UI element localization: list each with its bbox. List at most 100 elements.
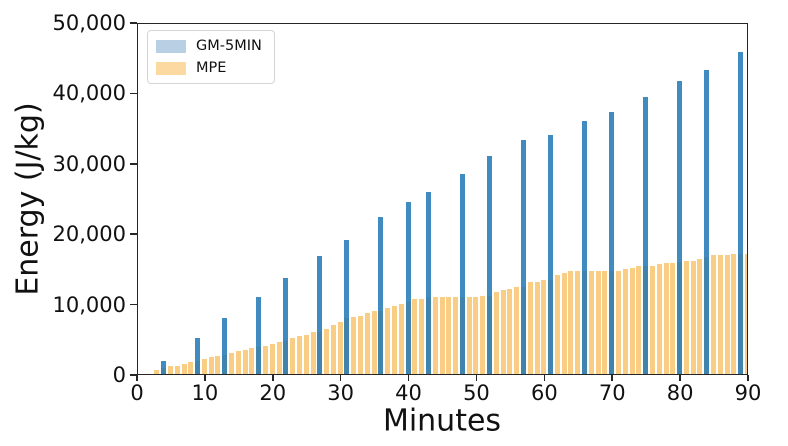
- bar-mpe: [276, 341, 282, 374]
- bar-gm-5min: [487, 155, 493, 374]
- bar-mpe: [371, 311, 377, 374]
- bar-mpe: [649, 265, 655, 374]
- y-tick-label: 0: [112, 363, 126, 387]
- plot-area: [137, 23, 748, 375]
- bar-mpe: [242, 350, 248, 374]
- bar-mpe: [663, 263, 669, 374]
- bar-gm-5min: [704, 69, 710, 374]
- bar-mpe: [249, 347, 255, 374]
- bar-mpe: [595, 270, 601, 374]
- bar-mpe: [670, 263, 676, 374]
- legend-entry: MPE: [156, 60, 262, 76]
- y-tick-label: 10,000: [52, 292, 126, 317]
- x-tick: [543, 375, 546, 381]
- x-tick: [272, 375, 274, 381]
- bar-mpe: [697, 258, 703, 374]
- bar-mpe: [500, 289, 506, 374]
- bar-mpe: [480, 295, 486, 374]
- bar-mpe: [262, 345, 268, 374]
- bar-mpe: [656, 264, 662, 374]
- bar-mpe: [554, 275, 560, 374]
- bar-mpe: [229, 352, 235, 374]
- y-tick: [130, 374, 137, 376]
- bar-mpe: [466, 296, 472, 374]
- bar-mpe: [446, 296, 452, 374]
- bar-mpe: [154, 370, 160, 374]
- bar-mpe: [731, 254, 737, 374]
- bar-mpe: [208, 357, 214, 374]
- x-tick: [136, 375, 138, 381]
- bar-gm-5min: [283, 278, 289, 374]
- bar-gm-5min: [738, 52, 744, 374]
- bar-mpe: [412, 299, 418, 374]
- bar-mpe: [541, 280, 547, 374]
- x-tick-label: 40: [395, 381, 422, 405]
- bar-mpe: [181, 364, 187, 374]
- bars-layer: [138, 24, 747, 374]
- bar-mpe: [215, 355, 221, 374]
- x-tick: [747, 375, 749, 381]
- x-tick: [204, 375, 206, 381]
- legend-label: MPE: [196, 60, 227, 76]
- bar-mpe: [717, 255, 723, 374]
- bar-gm-5min: [643, 96, 649, 374]
- bar-mpe: [174, 365, 180, 374]
- x-tick-label: 70: [598, 381, 626, 405]
- bar-gm-5min: [677, 81, 683, 374]
- bar-mpe: [724, 255, 730, 374]
- bar-gm-5min: [378, 217, 384, 374]
- bar-mpe: [575, 271, 581, 374]
- bar-mpe: [235, 351, 241, 374]
- y-tick-label: 30,000: [52, 151, 126, 176]
- y-tick: [130, 163, 137, 165]
- bar-mpe: [514, 287, 520, 374]
- bar-mpe: [188, 362, 194, 374]
- bar-gm-5min: [344, 239, 350, 374]
- bar-mpe: [636, 266, 642, 374]
- bar-mpe: [337, 321, 343, 374]
- bar-mpe: [296, 335, 302, 374]
- y-tick: [130, 233, 137, 235]
- x-tick: [339, 375, 342, 381]
- bar-mpe: [398, 303, 404, 374]
- x-tick-label: 60: [530, 381, 558, 405]
- bar-mpe: [419, 298, 425, 374]
- bar-mpe: [561, 273, 567, 374]
- bar-mpe: [167, 366, 173, 374]
- legend: GM-5MIN MPE: [147, 30, 275, 84]
- bar-mpe: [324, 328, 330, 374]
- x-tick: [611, 375, 613, 381]
- legend-label: GM-5MIN: [196, 38, 262, 54]
- bar-mpe: [711, 255, 717, 374]
- bar-mpe: [616, 270, 621, 374]
- bar-mpe: [534, 281, 540, 374]
- bar-mpe: [493, 291, 499, 374]
- bar-mpe: [391, 305, 397, 374]
- x-tick-label: 10: [191, 381, 219, 405]
- bar-mpe: [364, 313, 370, 374]
- y-tick: [130, 22, 137, 24]
- bar-mpe: [269, 343, 275, 374]
- bar-mpe: [507, 288, 513, 374]
- bar-mpe: [351, 316, 357, 374]
- x-tick-label: 80: [666, 381, 694, 405]
- bar-mpe: [453, 296, 459, 374]
- x-tick-label: 20: [259, 381, 287, 405]
- x-tick-label: 0: [130, 381, 144, 405]
- bar-mpe: [385, 307, 391, 374]
- bar-mpe: [629, 268, 635, 374]
- x-tick-label: 90: [734, 381, 762, 405]
- x-tick: [475, 375, 478, 381]
- bar-mpe: [439, 296, 445, 374]
- bar-gm-5min: [520, 140, 526, 374]
- y-tick-label: 50,000: [52, 11, 126, 35]
- x-tick-label: 30: [327, 381, 355, 405]
- bar-mpe: [690, 260, 696, 374]
- y-tick-label: 40,000: [52, 81, 126, 106]
- bar-gm-5min: [582, 121, 588, 374]
- x-tick: [679, 375, 681, 381]
- bar-gm-5min: [405, 201, 411, 374]
- bar-mpe: [358, 315, 364, 374]
- bar-gm-5min: [161, 360, 167, 374]
